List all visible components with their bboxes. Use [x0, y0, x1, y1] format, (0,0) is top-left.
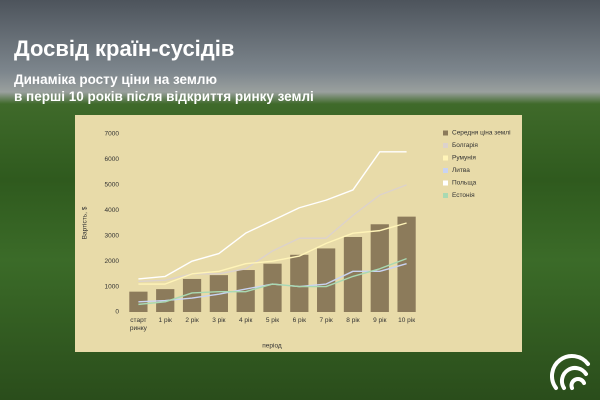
y-tick-label: 3000 [105, 232, 120, 239]
line [138, 257, 407, 306]
bar [290, 254, 309, 312]
legend-label: Середня ціна землі [452, 129, 511, 137]
x-tick-label: 7 рік [319, 317, 333, 324]
legend-swatch [443, 130, 448, 136]
x-tick-label: 8 рік [346, 317, 360, 324]
x-tick-label: 10 рік [398, 317, 416, 324]
legend-swatch [443, 143, 448, 148]
legend-swatch [443, 155, 448, 161]
legend-label: Румунія [452, 154, 476, 162]
legend-label: Болгарія [452, 141, 478, 149]
x-tick-label: 5 рік [265, 317, 280, 324]
x-tick-label: старт ринку [129, 317, 147, 332]
y-tick-label: 4000 [105, 207, 120, 214]
legend-swatch [443, 193, 448, 198]
line [138, 151, 407, 280]
line [138, 222, 407, 285]
legend-label: Естонія [452, 191, 475, 199]
bar [343, 236, 363, 312]
y-tick-label: 1000 [105, 283, 120, 290]
legend-label: Литва [452, 167, 470, 174]
y-tick-label: 2000 [105, 258, 120, 265]
x-tick-label: 3 рік [212, 317, 226, 324]
logo [550, 354, 590, 390]
y-tick-label: 6000 [105, 156, 120, 163]
x-tick-label: 6 рік [292, 317, 306, 324]
bar [317, 248, 336, 312]
chart: Вартість, $ період 0 1000 2000 3000 4000 5000… [81, 129, 511, 350]
x-tick-label: 4 рік [239, 317, 253, 324]
legend-swatch [443, 168, 448, 173]
y-tick-label: 0 [115, 309, 119, 316]
y-tick-label: 7000 [105, 131, 120, 138]
title: Досвід країн-сусідів [14, 36, 235, 61]
subtitle: Динаміка росту ціни на землю [14, 72, 217, 87]
y-tick-label: 5000 [105, 182, 120, 189]
bar [182, 278, 202, 312]
bar [129, 291, 148, 312]
y-axis-label: Вартість, $ [81, 206, 89, 239]
legend-label: Польща [452, 180, 477, 187]
x-tick-label: 9 рік [373, 317, 387, 324]
line [138, 184, 407, 283]
legend-swatch [443, 180, 448, 186]
x-tick-label: 1 рік [158, 317, 172, 324]
subtitle: в перші 10 років після відкриття ринку з… [14, 89, 314, 104]
bar [263, 263, 282, 312]
chart-panel: Вартість, $ період 0 1000 2000 3000 4000 5000… [75, 115, 522, 352]
x-axis-label: період [262, 342, 282, 350]
x-tick-label: 2 рік [185, 317, 199, 324]
